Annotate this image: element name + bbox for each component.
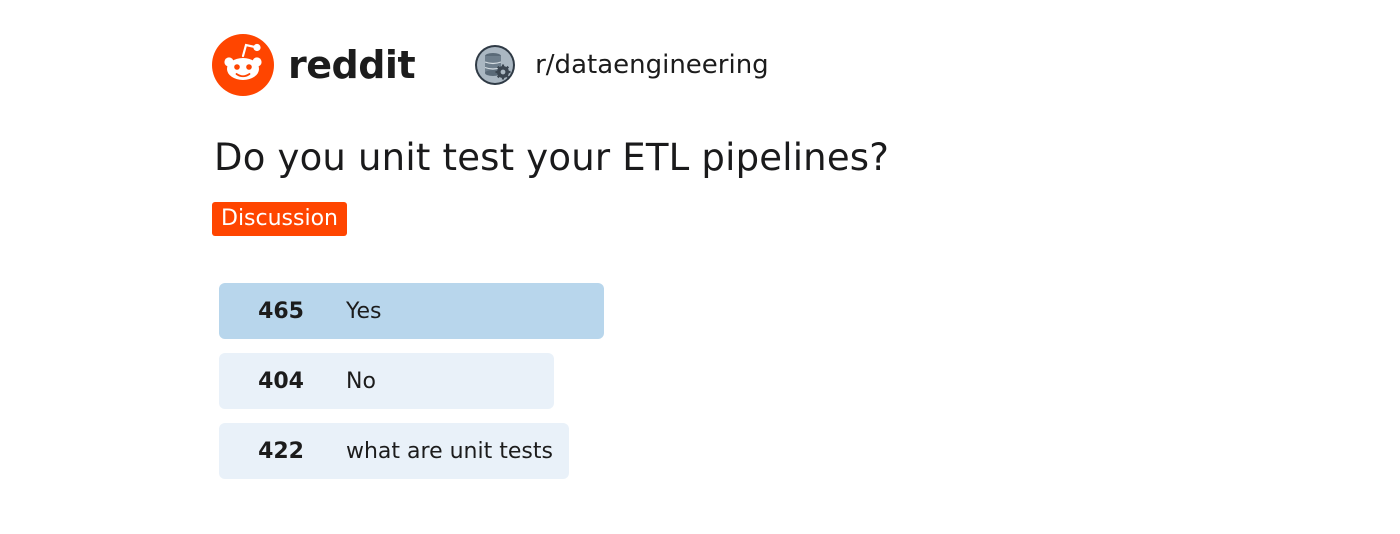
poll-option-votes: 404 [258, 368, 304, 394]
poll-option-votes: 465 [258, 298, 304, 324]
post-flair[interactable]: Discussion [212, 202, 347, 236]
poll-option-no[interactable]: 404 No [219, 353, 554, 409]
reddit-snoo-icon[interactable] [212, 34, 274, 96]
database-gear-icon [475, 45, 516, 85]
poll-option-what-are-unit-tests[interactable]: 422 what are unit tests [219, 423, 569, 479]
post-title[interactable]: Do you unit test your ETL pipelines? [214, 136, 890, 179]
poll-option-label: Yes [346, 298, 382, 324]
poll: 465 Yes 404 No 422 what are unit tests [219, 283, 604, 493]
poll-option-label: what are unit tests [346, 438, 553, 464]
poll-option-votes: 422 [258, 438, 304, 464]
header: reddit [212, 34, 769, 96]
poll-option-yes[interactable]: 465 Yes [219, 283, 604, 339]
subreddit-name[interactable]: r/dataengineering [535, 50, 769, 80]
poll-option-label: No [346, 368, 376, 394]
subreddit-link[interactable]: r/dataengineering [475, 45, 769, 85]
reddit-wordmark[interactable]: reddit [288, 43, 416, 87]
